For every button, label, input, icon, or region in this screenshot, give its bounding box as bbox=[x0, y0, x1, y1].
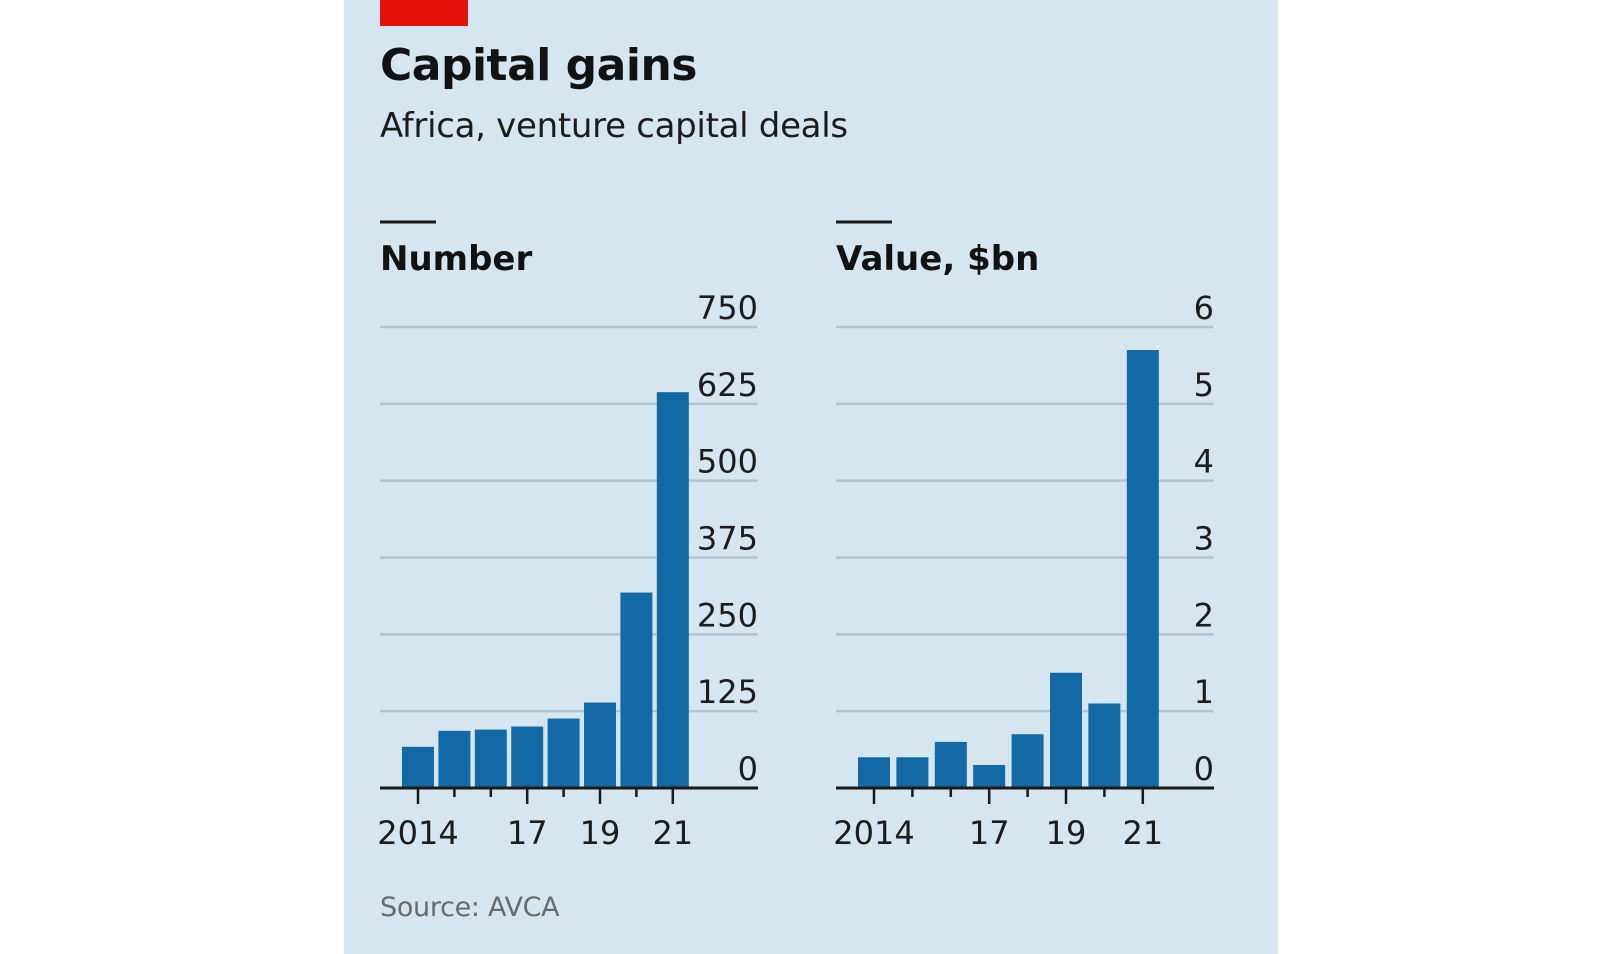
number-bar-2019 bbox=[584, 702, 616, 788]
value-x-tick-label: 17 bbox=[969, 814, 1010, 852]
value-bar-2015 bbox=[896, 757, 929, 788]
value-bar-2021 bbox=[1126, 350, 1159, 788]
number-y-tick-label: 500 bbox=[697, 443, 758, 481]
value-bar-2020 bbox=[1088, 703, 1121, 788]
value-x-tick-label: 21 bbox=[1122, 814, 1163, 852]
number-bar-2017 bbox=[511, 726, 544, 788]
number-bar-2021 bbox=[656, 392, 689, 788]
value-bar-2018 bbox=[1011, 734, 1044, 788]
value-chart: Value, $bn 0 1 2 3 4 5 6 2014 17 19 21 bbox=[833, 220, 1214, 852]
number-y-tick-label: 375 bbox=[697, 520, 758, 558]
number-y-tick-label: 625 bbox=[697, 366, 758, 404]
number-y-tick-label: 750 bbox=[697, 289, 758, 327]
number-chart: Number 0 125 250 375 500 625 750 2014 17 19 21 bbox=[377, 220, 758, 852]
value-bar-2016 bbox=[934, 741, 967, 788]
value-y-tick-label: 2 bbox=[1194, 596, 1214, 634]
chart-subtitle: Africa, venture capital deals bbox=[380, 106, 848, 146]
number-y-tick-label: 250 bbox=[697, 596, 758, 634]
source-note: Source: AVCA bbox=[380, 892, 560, 923]
value-y-tick-label: 5 bbox=[1194, 366, 1214, 404]
value-bar-2019 bbox=[1050, 672, 1082, 788]
value-x-tick-label: 2014 bbox=[833, 814, 914, 852]
number-bar-2015 bbox=[438, 730, 471, 788]
number-x-tick-label: 21 bbox=[652, 814, 693, 852]
number-x-tick-label: 2014 bbox=[377, 814, 458, 852]
value-panel-title: Value, $bn bbox=[836, 239, 1039, 279]
number-x-tick-label: 17 bbox=[507, 814, 548, 852]
number-bar-2020 bbox=[620, 592, 653, 788]
value-bar-2017 bbox=[973, 764, 1006, 788]
number-bar-2018 bbox=[547, 718, 580, 788]
value-y-tick-label: 4 bbox=[1194, 443, 1214, 481]
value-x-tick-label: 19 bbox=[1046, 814, 1087, 852]
number-panel-title: Number bbox=[380, 239, 532, 279]
chart-panel: Capital gains Africa, venture capital de… bbox=[344, 0, 1278, 954]
number-y-tick-label: 0 bbox=[738, 750, 758, 788]
number-y-tick-label: 125 bbox=[697, 673, 758, 711]
value-y-tick-label: 3 bbox=[1194, 520, 1214, 558]
number-x-tick-label: 19 bbox=[580, 814, 621, 852]
value-y-tick-label: 1 bbox=[1194, 673, 1214, 711]
chart-title: Capital gains bbox=[380, 40, 697, 91]
value-y-tick-label: 6 bbox=[1194, 289, 1214, 327]
value-y-tick-label: 0 bbox=[1194, 750, 1214, 788]
value-bar-2014 bbox=[858, 757, 890, 788]
number-bar-2016 bbox=[474, 729, 507, 788]
red-tag-accent bbox=[380, 0, 468, 26]
number-bar-2014 bbox=[402, 746, 434, 788]
